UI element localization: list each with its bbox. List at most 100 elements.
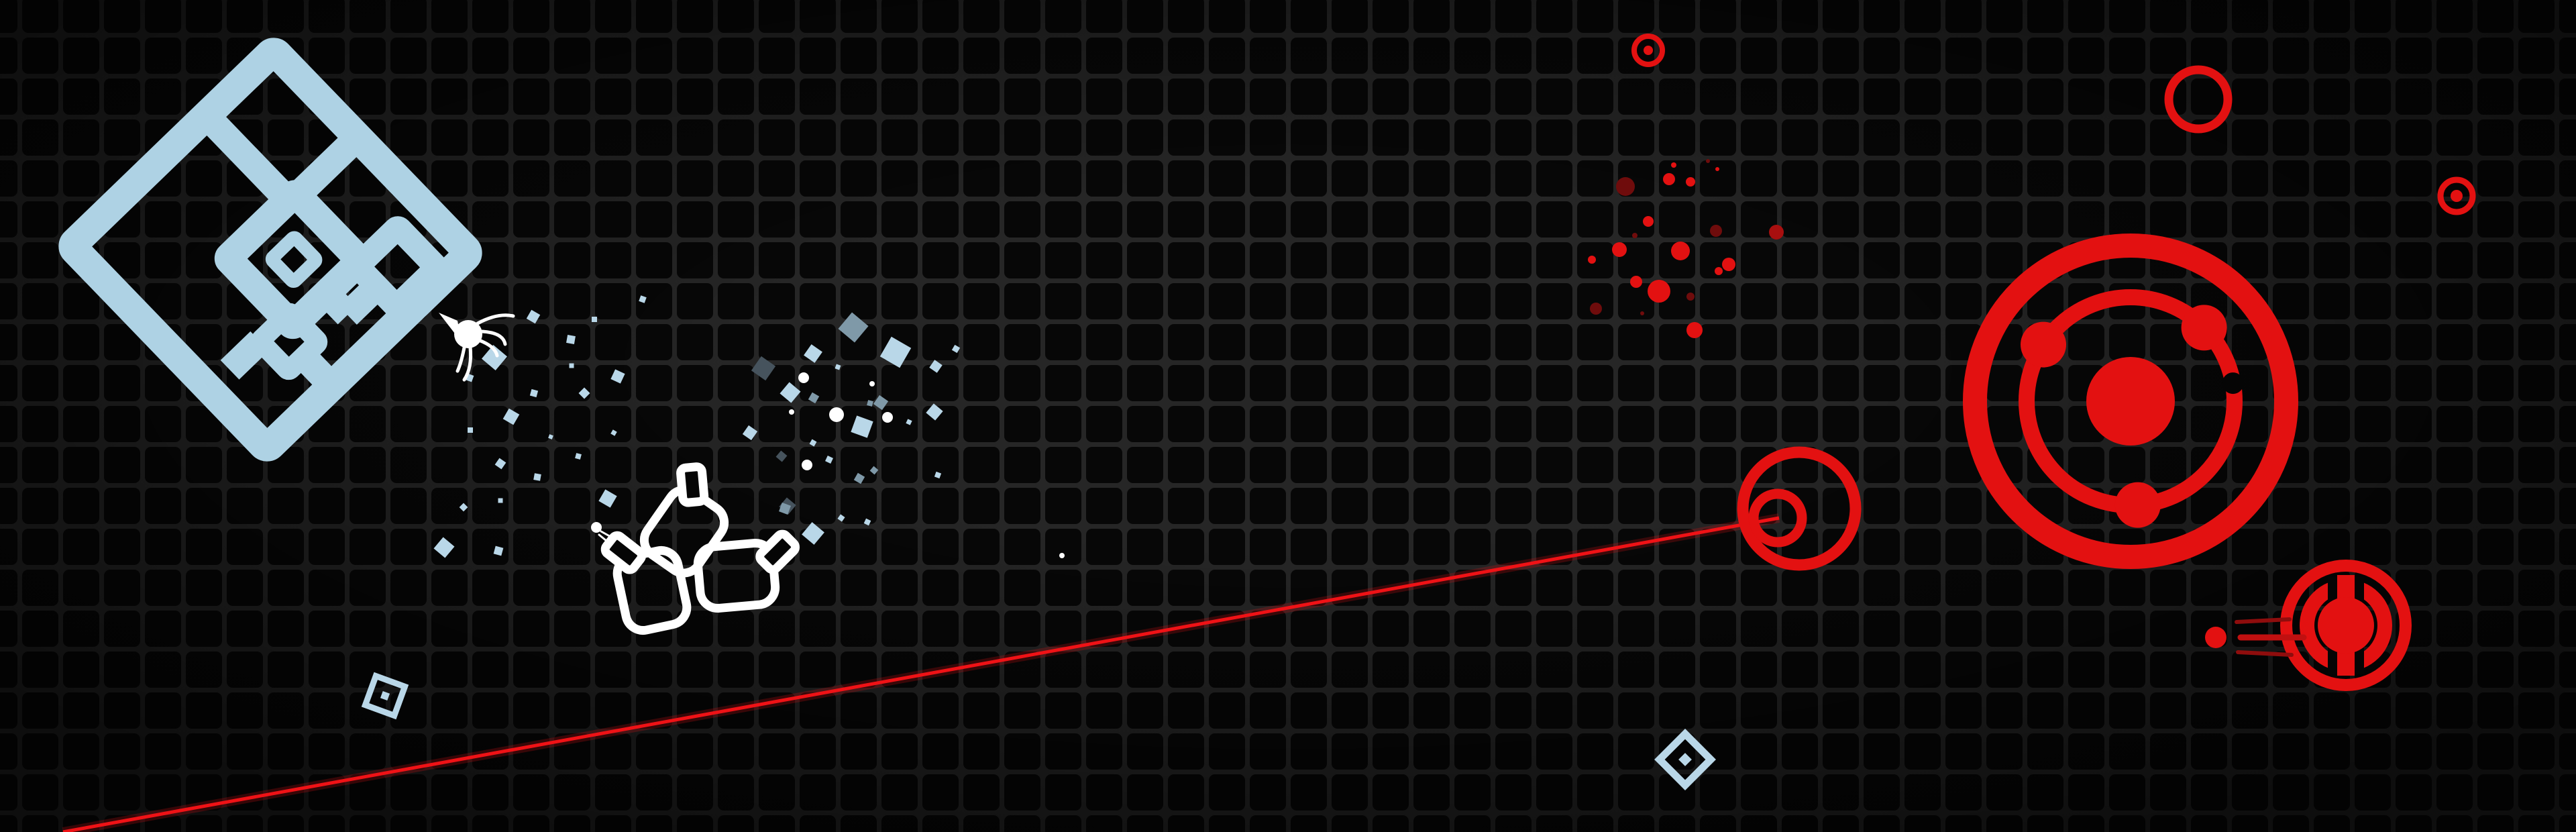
debris-square (751, 356, 776, 381)
orbit-gap (2222, 372, 2244, 395)
reactor-outer-ring (2280, 560, 2412, 691)
debris-square (808, 392, 820, 404)
red-particle (1686, 293, 1695, 301)
fortress-room (265, 231, 323, 289)
debris-square (873, 395, 889, 411)
debris-square (929, 360, 943, 373)
comet-trail (476, 313, 515, 325)
fortress-inner-wall (197, 106, 300, 212)
debris-square (494, 458, 506, 470)
debris-square (779, 503, 791, 515)
debris-square (835, 364, 841, 370)
blue-marker[interactable] (1654, 729, 1716, 790)
marker-outline (361, 672, 409, 720)
marker-dot (1678, 753, 1692, 766)
target-dot (1644, 46, 1653, 55)
debris-square (526, 309, 541, 324)
particle-dot (869, 381, 875, 386)
red-particle (1686, 322, 1703, 338)
debris-square (493, 545, 504, 556)
debris-square (569, 363, 574, 368)
debris-square (610, 429, 617, 436)
particle-dot (1059, 553, 1065, 558)
debris-square (837, 514, 845, 522)
spiral-unit[interactable] (1737, 446, 1862, 571)
projectile-trail (2235, 617, 2292, 624)
red-target[interactable] (2437, 176, 2476, 215)
blue-fortress[interactable] (58, 38, 482, 462)
debris-square (529, 388, 539, 398)
fortress-outer-wall (58, 38, 482, 462)
debris-square (578, 387, 590, 399)
debris-square (548, 434, 553, 439)
orbital-node (2181, 305, 2227, 351)
blue-marker[interactable] (361, 672, 409, 720)
debris-square (804, 344, 822, 363)
target-dot (2451, 190, 2463, 202)
orbital-node (2021, 321, 2067, 368)
reactor-core (2318, 597, 2374, 654)
debris-square (502, 408, 520, 425)
debris-square (566, 335, 576, 344)
debris-square (934, 471, 942, 479)
debris-square (610, 369, 625, 384)
comet-head (591, 522, 602, 533)
debris-square (775, 450, 788, 462)
orbital-structure[interactable] (1963, 233, 2298, 569)
debris-square (879, 336, 912, 368)
debris-square (459, 503, 468, 512)
jug-neck (676, 462, 709, 507)
spiral-outer-ring (1737, 446, 1862, 571)
debris-square (481, 344, 508, 371)
red-particle (1715, 167, 1719, 171)
red-particle (1722, 258, 1735, 271)
comet-trail (480, 329, 507, 346)
target-ring (1631, 34, 1665, 67)
particle-dot (802, 460, 812, 470)
comet-trail (462, 345, 473, 382)
red-particle (1686, 177, 1695, 187)
fortress-room (346, 216, 448, 318)
red-particle (1612, 242, 1627, 257)
fortress-room (250, 303, 328, 380)
debris-square (825, 456, 833, 464)
comet-head (454, 320, 482, 348)
debris-square (869, 466, 879, 475)
debris-square (851, 415, 873, 438)
red-particle (1643, 216, 1654, 227)
particle-dot (789, 409, 794, 415)
debris-square (468, 427, 473, 433)
projectile-dot (2205, 627, 2226, 648)
red-particle (1706, 159, 1710, 163)
laser-beam (62, 516, 1780, 832)
orbital-outer-ring (1963, 233, 2298, 569)
red-particle (1630, 276, 1642, 288)
reactor-structure[interactable] (2280, 560, 2412, 691)
debris-square (498, 498, 503, 503)
projectile-trail (2236, 650, 2294, 657)
red-particle (1715, 267, 1723, 275)
debris-square (802, 522, 824, 545)
comet (439, 313, 515, 382)
debris-square (951, 344, 961, 354)
jug-neck (600, 531, 646, 574)
debris-square (592, 317, 597, 322)
red-particle (1648, 280, 1670, 303)
jug-unit[interactable] (631, 457, 746, 580)
red-ring[interactable] (2164, 65, 2233, 134)
comet-trail (477, 338, 499, 358)
debris-square (853, 472, 865, 484)
debris-square (639, 295, 647, 303)
particle-dot (882, 412, 893, 423)
jug-unit[interactable] (693, 529, 802, 613)
debris-square (926, 403, 943, 421)
debris-square (780, 382, 801, 403)
orbital-core (2086, 357, 2175, 446)
red-target[interactable] (1631, 34, 1665, 67)
red-particle (1590, 303, 1602, 315)
debris-square (867, 400, 873, 407)
debris-square (575, 453, 582, 460)
jug-unit[interactable] (600, 522, 692, 635)
